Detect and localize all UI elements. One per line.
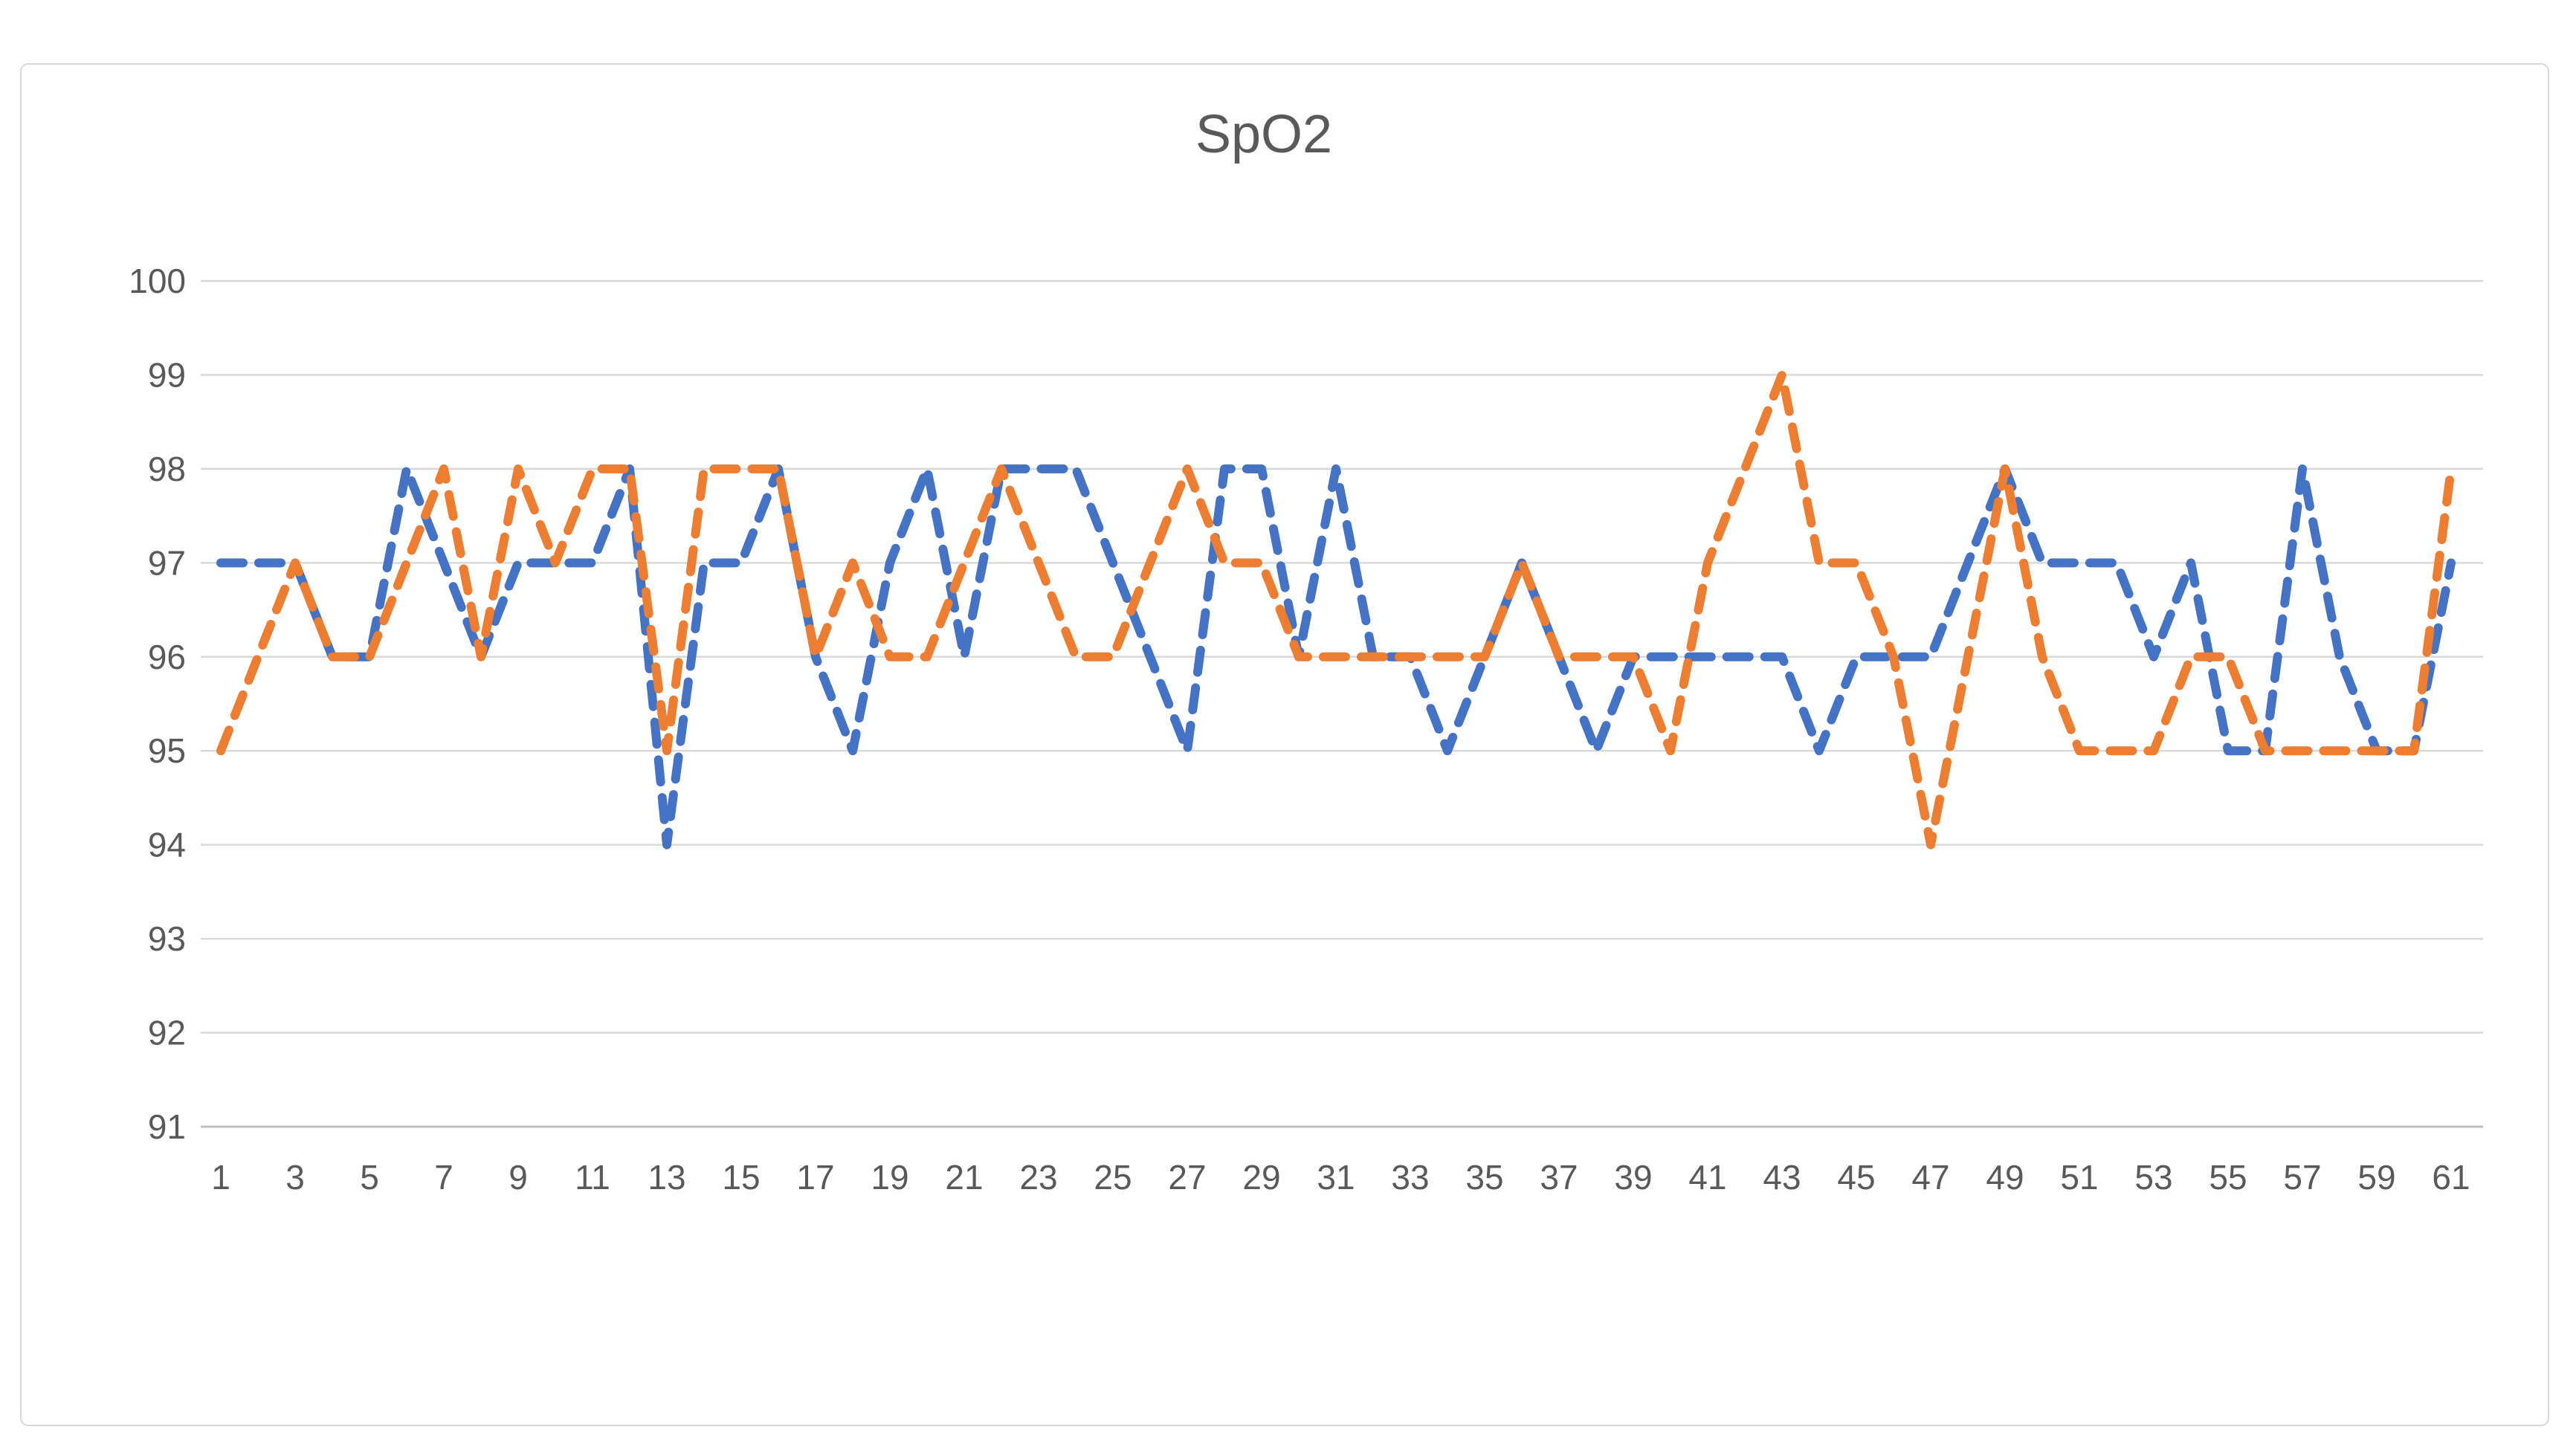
x-axis-tick-label: 7 — [434, 1158, 453, 1197]
x-axis-tick-label: 13 — [648, 1158, 685, 1197]
gridlines — [201, 279, 2483, 1128]
x-axis-tick-label: 11 — [575, 1158, 610, 1197]
x-axis-tick-label: 37 — [1540, 1158, 1578, 1197]
x-axis-tick-label: 3 — [285, 1158, 305, 1197]
y-axis-tick-label: 94 — [148, 826, 186, 864]
y-axis-tick-label: 99 — [148, 355, 186, 394]
x-axis-tick-label: 17 — [796, 1158, 834, 1197]
x-axis-tick-label: 27 — [1168, 1158, 1206, 1197]
x-axis-tick-label: 55 — [2209, 1158, 2247, 1197]
x-axis-tick-label: 1 — [211, 1158, 230, 1197]
y-axis-tick-label: 100 — [129, 262, 186, 300]
chart-border — [20, 63, 2549, 1426]
x-axis-tick-label: 47 — [1911, 1158, 1949, 1197]
chart-title: SpO2 — [1195, 105, 1332, 164]
x-axis-tick-label: 33 — [1391, 1158, 1429, 1197]
x-axis-tick-label: 35 — [1465, 1158, 1503, 1197]
y-axis-tick-label: 97 — [148, 543, 186, 582]
x-axis-tick-label: 45 — [1837, 1158, 1875, 1197]
x-axis: 1 3 5 7 9 11 13 15 17 19 21 23 25 27 29 31 33 35 37 39 41 43 4… — [211, 1158, 2470, 1197]
x-axis-tick-label: 15 — [722, 1158, 760, 1197]
y-axis-tick-label: 93 — [148, 919, 186, 958]
x-axis-tick-label: 53 — [2134, 1158, 2172, 1197]
y-axis-tick-label: 95 — [148, 731, 186, 770]
x-axis-tick-label: 59 — [2357, 1158, 2395, 1197]
y-axis-tick-label: 96 — [148, 638, 186, 676]
x-axis-tick-label: 5 — [360, 1158, 379, 1197]
x-axis-tick-label: 41 — [1688, 1158, 1726, 1197]
x-axis-tick-label: 49 — [1986, 1158, 2024, 1197]
series-lines — [216, 370, 2456, 849]
series-line-series-1 — [216, 464, 2456, 849]
y-axis-tick-label: 98 — [148, 450, 186, 488]
x-axis-tick-label: 31 — [1317, 1158, 1355, 1197]
x-axis-tick-label: 29 — [1242, 1158, 1280, 1197]
x-axis-tick-label: 57 — [2283, 1158, 2321, 1197]
x-axis-tick-label: 21 — [945, 1158, 983, 1197]
x-axis-tick-label: 25 — [1094, 1158, 1132, 1197]
x-axis-tick-label: 61 — [2432, 1158, 2470, 1197]
y-axis-tick-label: 92 — [148, 1014, 186, 1052]
series-line-series-2 — [216, 370, 2456, 849]
x-axis-tick-label: 43 — [1763, 1158, 1801, 1197]
x-axis-tick-label: 51 — [2060, 1158, 2098, 1197]
y-axis-tick-label: 91 — [148, 1107, 186, 1146]
y-axis: 100 99 98 97 96 95 94 93 92 91 — [129, 262, 186, 1146]
x-axis-tick-label: 39 — [1614, 1158, 1652, 1197]
x-axis-tick-label: 23 — [1019, 1158, 1057, 1197]
x-axis-tick-label: 19 — [871, 1158, 908, 1197]
x-axis-tick-label: 9 — [509, 1158, 528, 1197]
